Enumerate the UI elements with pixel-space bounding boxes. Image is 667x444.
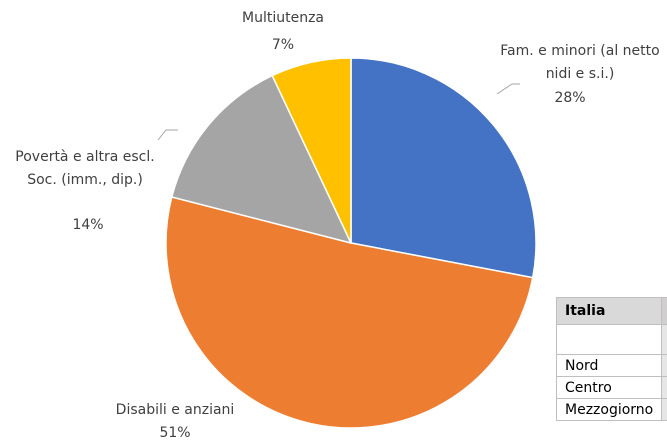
table-row: Centro xyxy=(555,376,667,399)
cell xyxy=(661,324,667,355)
leader-line xyxy=(496,83,520,95)
cell xyxy=(661,398,667,421)
slice-label: Disabili e anziani xyxy=(115,402,235,418)
pie-slice xyxy=(271,57,352,244)
table-cell: Centro xyxy=(555,376,663,399)
slice-label: Povertà e altra escl. Soc. (imm., dip.) xyxy=(15,149,155,188)
cell xyxy=(661,297,667,325)
value-label: 51% xyxy=(159,425,191,441)
pie-slice xyxy=(165,196,534,429)
pie-slice xyxy=(350,57,537,279)
table: Italia Nord Centro Mezzogiorno xyxy=(555,297,667,421)
leader-line xyxy=(157,129,178,141)
table-row: Nord xyxy=(555,354,667,377)
cell xyxy=(661,376,667,399)
value-label: 28% xyxy=(554,90,586,106)
pie-slice xyxy=(170,74,353,245)
table-header: Italia xyxy=(555,297,663,325)
value-label: 7% xyxy=(271,37,295,53)
table-row xyxy=(555,324,667,355)
table-cell: Nord xyxy=(555,354,663,377)
slice-label: Multiutenza xyxy=(242,10,324,26)
table-cell: Mezzogiorno xyxy=(555,398,663,421)
table-row: Mezzogiorno xyxy=(555,398,667,421)
cell xyxy=(661,354,667,377)
cell xyxy=(555,324,663,355)
slice-label: Fam. e minori (al netto nidi e s.i.) xyxy=(500,43,660,82)
value-label: 14% xyxy=(72,217,104,233)
table-header-row: Italia xyxy=(555,297,667,325)
